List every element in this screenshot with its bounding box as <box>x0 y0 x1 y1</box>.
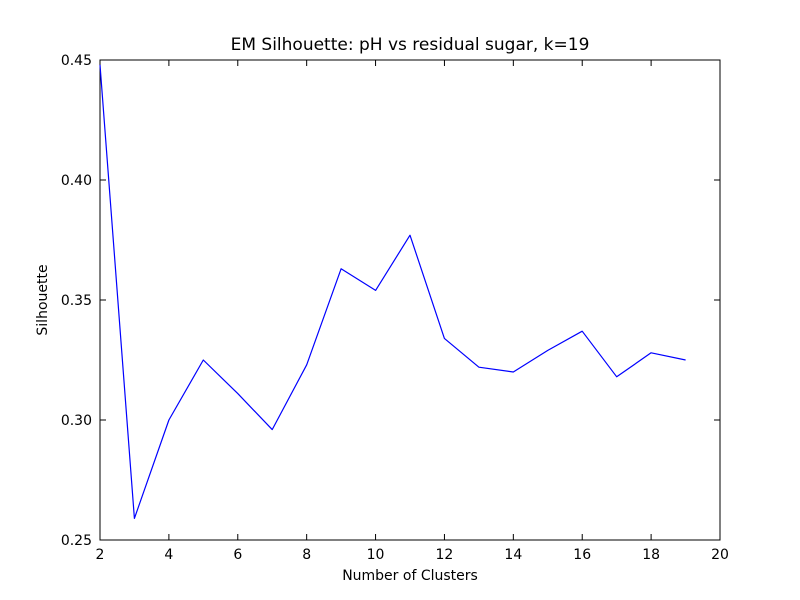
series-line <box>99 64 686 520</box>
x-axis-title: Number of Clusters <box>342 568 478 584</box>
x-tick-label: 16 <box>573 547 591 563</box>
y-tick-label: 0.30 <box>61 413 92 429</box>
x-tick-label: 12 <box>436 547 454 563</box>
x-tick-label: 6 <box>233 547 242 563</box>
chart-title: EM Silhouette: pH vs residual sugar, k=1… <box>231 35 590 55</box>
x-tick-label: 14 <box>504 547 522 563</box>
plot-frame <box>99 59 721 541</box>
x-tick-label: 18 <box>642 547 660 563</box>
y-tick-label: 0.25 <box>61 533 92 549</box>
x-tick-label: 4 <box>164 547 173 563</box>
plot-area: 2 4 6 8 10 12 14 16 18 20 0.25 0.30 0.35 0.40 0.45 <box>61 53 729 563</box>
y-tick-label: 0.45 <box>61 53 92 69</box>
y-tick-label: 0.40 <box>61 173 92 189</box>
x-tick-label: 2 <box>96 547 105 563</box>
x-tick-label: 8 <box>302 547 311 563</box>
x-tick-label: 20 <box>711 547 729 563</box>
y-axis-title: Silhouette <box>35 264 51 335</box>
y-tick-label: 0.35 <box>61 293 92 309</box>
x-tick-label: 10 <box>367 547 385 563</box>
